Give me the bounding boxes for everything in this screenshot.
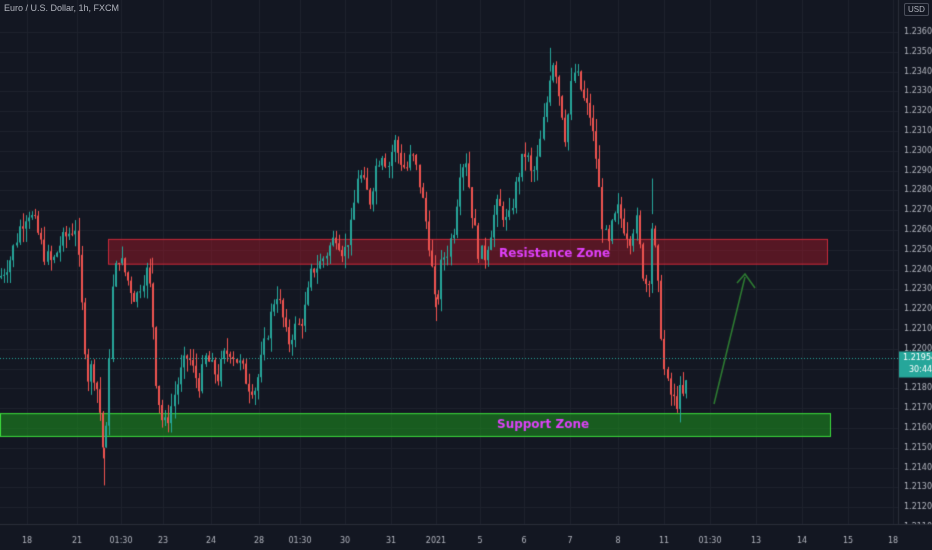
currency-button[interactable]: USD	[904, 3, 929, 16]
symbol-title: Euro / U.S. Dollar, 1h, FXCM	[4, 3, 120, 13]
